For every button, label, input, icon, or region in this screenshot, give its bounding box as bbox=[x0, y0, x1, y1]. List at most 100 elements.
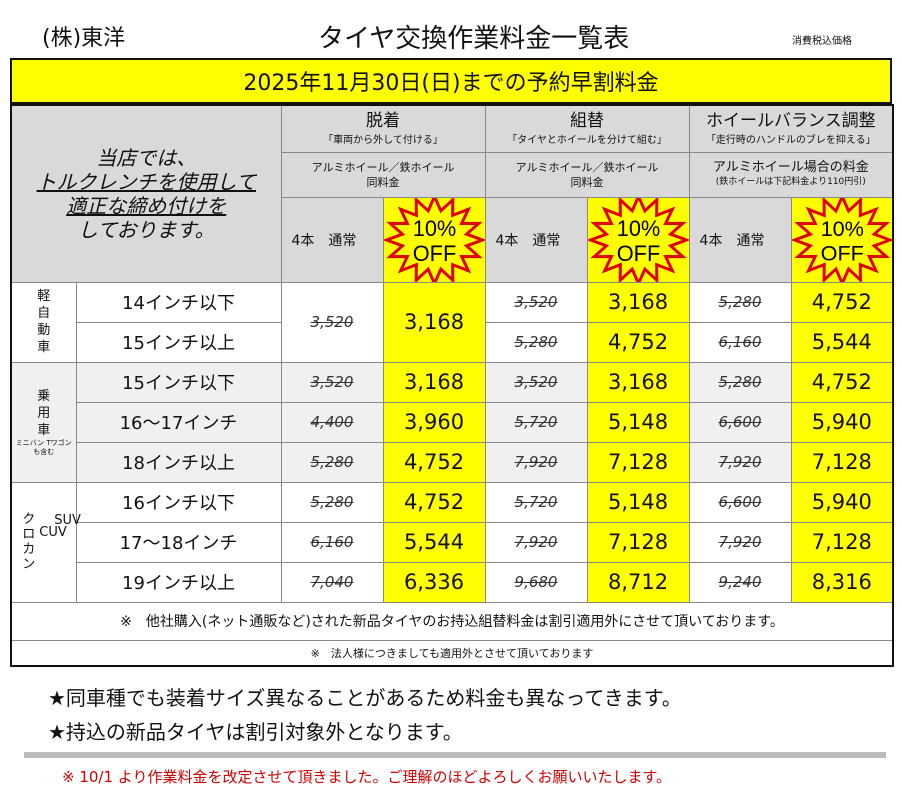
size-label: 16インチ以下 bbox=[75, 481, 282, 523]
size-label: 14インチ以下 bbox=[75, 281, 282, 323]
note-carry-in-policy: ※ 他社購入(ネット通販など)された新品タイヤのお持込組替料金は割引適用外にさせ… bbox=[10, 601, 894, 641]
note-line: 当店では、 bbox=[96, 145, 197, 170]
discount-price: 4,752 bbox=[790, 281, 894, 323]
discount-price: 5,148 bbox=[586, 481, 690, 523]
category-kei: 軽自動車 bbox=[10, 281, 77, 363]
table-row: 16〜17インチ 4,400 3,960 5,720 5,148 6,600 5,940 bbox=[11, 401, 894, 443]
normal-price: 7,040 bbox=[280, 561, 384, 603]
starburst-icon: 10%OFF bbox=[587, 197, 689, 282]
table-row: クロカン CUV SUV 16インチ以下 5,280 4,752 5,720 5,148 6,6… bbox=[10, 481, 894, 603]
note-carry-in: ★持込の新品タイヤは割引対象外となります。 bbox=[48, 720, 463, 744]
note-corporate-policy: ※ 法人様につきましても適用外とさせて頂いております bbox=[10, 639, 894, 667]
company-name: (株)東洋 bbox=[42, 26, 126, 51]
discount-price: 5,544 bbox=[790, 321, 894, 363]
normal-price: 7,920 bbox=[484, 521, 588, 563]
discount-price: 3,168 bbox=[586, 281, 690, 323]
discount-price: 3,168 bbox=[382, 361, 486, 403]
normal-price: 5,720 bbox=[484, 401, 588, 443]
category-suv: クロカン CUV SUV bbox=[10, 481, 81, 603]
normal-price-header: 4本 通常 bbox=[484, 196, 588, 283]
group-header: 組替 「タイヤとホイールを分けて組む」 bbox=[484, 104, 690, 153]
normal-price: 5,280 bbox=[280, 441, 384, 483]
normal-price: 7,920 bbox=[484, 441, 588, 483]
wheel-note: アルミホイール／鉄ホイール 同料金 bbox=[484, 151, 690, 198]
discount-price: 4,752 bbox=[586, 321, 690, 363]
discount-price: 3,168 bbox=[382, 281, 486, 363]
early-booking-banner: 2025年11月30日(日)までの予約早割料金 bbox=[10, 58, 892, 104]
tax-note: 消費税込価格 bbox=[792, 36, 852, 47]
starburst-icon: 10%OFF bbox=[383, 197, 485, 282]
note-line: 適正な締め付けを bbox=[66, 193, 227, 218]
wheel-note: アルミホイール／鉄ホイール 同料金 bbox=[280, 151, 486, 198]
discount-price: 4,752 bbox=[790, 361, 894, 403]
table-row: 19インチ以上 7,040 6,336 9,680 8,712 9,240 8,316 bbox=[11, 561, 894, 603]
note-line: トルクレンチを使用して bbox=[36, 169, 256, 194]
divider bbox=[24, 752, 886, 758]
discount-price: 4,752 bbox=[382, 441, 486, 483]
normal-price: 3,520 bbox=[280, 281, 384, 363]
discount-price: 4,752 bbox=[382, 481, 486, 523]
size-label: 16〜17インチ bbox=[75, 401, 282, 443]
normal-price: 5,280 bbox=[484, 321, 588, 363]
discount-header: 10% OFF bbox=[586, 196, 690, 283]
normal-price: 9,240 bbox=[688, 561, 792, 603]
discount-header: 10% OFF bbox=[790, 196, 894, 283]
normal-price: 6,600 bbox=[688, 401, 792, 443]
normal-price: 5,280 bbox=[688, 281, 792, 323]
normal-price: 6,160 bbox=[280, 521, 384, 563]
size-label: 18インチ以上 bbox=[75, 441, 282, 483]
table-row: 軽自動車 14インチ以下 3,520 3,168 3,520 3,168 5,280 4,75… bbox=[10, 281, 894, 363]
discount-price: 7,128 bbox=[586, 441, 690, 483]
discount-percent: 10% bbox=[412, 216, 456, 241]
revision-note: ※ 10/1 より作業料金を改定させて頂きました。ご理解のほどよろしくお願いいた… bbox=[62, 768, 671, 786]
category-passenger: 乗用車 ミニバン Tワゴン も含む bbox=[10, 361, 77, 483]
normal-price: 3,520 bbox=[484, 361, 588, 403]
normal-price: 5,280 bbox=[280, 481, 384, 523]
page-title: タイヤ交換作業料金一覧表 bbox=[318, 24, 630, 54]
table-row: 乗用車 ミニバン Tワゴン も含む 15インチ以下 3,520 3,168 3,520 3,… bbox=[10, 361, 894, 483]
discount-price: 5,940 bbox=[790, 481, 894, 523]
discount-percent: 10% bbox=[616, 216, 660, 241]
discount-price: 7,128 bbox=[790, 521, 894, 563]
normal-price: 6,160 bbox=[688, 321, 792, 363]
size-label: 15インチ以下 bbox=[75, 361, 282, 403]
table-row: 15インチ以上 5,280 4,752 6,160 5,544 bbox=[11, 321, 894, 363]
discount-off: OFF bbox=[820, 240, 863, 265]
discount-price: 3,168 bbox=[586, 361, 690, 403]
discount-price: 6,336 bbox=[382, 561, 486, 603]
size-label: 15インチ以上 bbox=[75, 321, 282, 363]
normal-price-header: 4本 通常 bbox=[280, 196, 384, 283]
price-table: 当店では、 トルクレンチを使用して 適正な締め付けを しております。 脱着 「車両から外… bbox=[10, 104, 895, 667]
note-same-model: ★同車種でも装着サイズ異なることがあるため料金も異なってきます。 bbox=[48, 686, 682, 710]
discount-price: 5,148 bbox=[586, 401, 690, 443]
torque-note: 当店では、 トルクレンチを使用して 適正な締め付けを しております。 bbox=[10, 104, 282, 283]
group-header: ホイールバランス調整 「走行時のハンドルのブレを抑える」 bbox=[688, 104, 894, 153]
discount-price: 8,712 bbox=[586, 561, 690, 603]
discount-percent: 10% bbox=[820, 216, 863, 241]
size-label: 17〜18インチ bbox=[75, 521, 282, 563]
table-row: 17〜18インチ 6,160 5,544 7,920 7,128 7,920 7,128 bbox=[11, 521, 894, 563]
discount-header: 10% OFF bbox=[382, 196, 486, 283]
starburst-icon: 10%OFF bbox=[791, 197, 893, 282]
normal-price: 5,280 bbox=[688, 361, 792, 403]
normal-price: 3,520 bbox=[484, 281, 588, 323]
table-row: 18インチ以上 5,280 4,752 7,920 7,128 7,920 7,128 bbox=[11, 441, 894, 483]
discount-price: 8,316 bbox=[790, 561, 894, 603]
normal-price: 3,520 bbox=[280, 361, 384, 403]
discount-price: 3,960 bbox=[382, 401, 486, 443]
wheel-note: アルミホイール場合の料金 (鉄ホイールは下記料金より110円引) bbox=[688, 151, 894, 198]
discount-price: 7,128 bbox=[790, 441, 894, 483]
discount-off: OFF bbox=[616, 240, 660, 265]
discount-off: OFF bbox=[412, 240, 456, 265]
normal-price-header: 4本 通常 bbox=[688, 196, 792, 283]
discount-price: 5,940 bbox=[790, 401, 894, 443]
normal-price: 7,920 bbox=[688, 441, 792, 483]
normal-price: 5,720 bbox=[484, 481, 588, 523]
discount-price: 7,128 bbox=[586, 521, 690, 563]
group-header: 脱着 「車両から外して付ける」 bbox=[280, 104, 486, 153]
discount-price: 5,544 bbox=[382, 521, 486, 563]
normal-price: 9,680 bbox=[484, 561, 588, 603]
normal-price: 4,400 bbox=[280, 401, 384, 443]
note-line: しております。 bbox=[77, 217, 215, 242]
size-label: 19インチ以上 bbox=[75, 561, 282, 603]
